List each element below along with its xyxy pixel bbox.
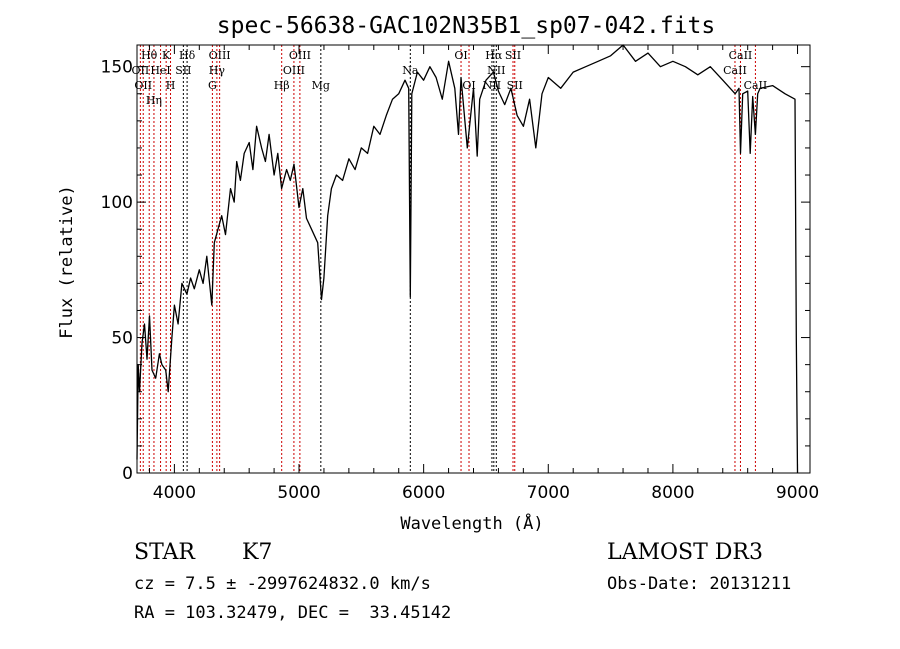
y-axis-label: Flux (relative) — [57, 185, 77, 339]
spectral-line-label-20: Hα — [485, 49, 503, 62]
spectral-line-label-9: G — [208, 79, 217, 92]
spectral-line-label-23: SII — [507, 79, 523, 92]
x-tick-label-1: 5000 — [277, 483, 320, 503]
redshift-text: cz = 7.5 ± -2997624832.0 km/s — [134, 574, 431, 594]
chart-title: spec-56638-GAC102N35B1_sp07-042.fits — [217, 13, 716, 39]
spectral-line-label-18: OI — [462, 79, 475, 92]
survey-label: LAMOST DR3 — [607, 540, 763, 565]
spectral-line-label-15: Mg — [312, 79, 330, 92]
spectral-line-label-25: CaII — [729, 49, 753, 62]
spectral-line-label-5: K — [162, 49, 171, 62]
x-tick-label-3: 7000 — [527, 483, 570, 503]
spectral-line-label-14: OIII — [289, 49, 311, 62]
obs-date-text: Obs-Date: 20131211 — [607, 574, 792, 594]
y-tick-label-1: 50 — [111, 329, 133, 349]
x-tick-label-4: 8000 — [651, 483, 694, 503]
x-tick-label-5: 9000 — [776, 483, 819, 503]
x-tick-label-2: 6000 — [402, 483, 445, 503]
y-tick-label-3: 150 — [101, 58, 133, 78]
spectral-line-label-17: OI — [454, 49, 467, 62]
spectral-line-label-4: HeI — [150, 64, 170, 77]
spectral-line-label-1: OII — [134, 79, 152, 92]
spectral-line-label-2: Hθ — [141, 49, 158, 62]
spectral-line-label-12: Hβ — [274, 79, 290, 92]
x-tick-label-0: 4000 — [153, 483, 196, 503]
axes: 4000 5000 6000 7000 8000 9000 0 50 100 150 — [101, 45, 819, 503]
series — [136, 44, 799, 474]
object-class: STAR — [134, 540, 195, 565]
spectral-line-label-22: SII — [505, 49, 521, 62]
y-tick-label-0: 0 — [122, 464, 133, 484]
object-subclass: K7 — [242, 540, 273, 565]
spectral-line-label-0: OII — [132, 64, 150, 77]
coordinates-text: RA = 103.32479, DEC = 33.45142 — [134, 603, 452, 623]
spectral-line-label-26: CaII — [744, 79, 768, 92]
spectral-line-label-7: SII — [175, 64, 191, 77]
spectral-line-label-16: Na — [402, 64, 419, 77]
x-axis-label: Wavelength (Å) — [400, 512, 543, 534]
spectral-line-label-3: Hη — [146, 94, 162, 107]
spectral-line-label-13: OIII — [283, 64, 305, 77]
spectral-line-label-8: Hδ — [179, 49, 196, 62]
y-tick-label-2: 100 — [101, 193, 133, 213]
plot-frame — [136, 44, 811, 474]
spectral-line-label-24: CaII — [723, 64, 747, 77]
spectral-line-label-6: H — [166, 79, 176, 92]
spectrum-line — [136, 44, 799, 474]
spectral-line-label-11: OIII — [209, 49, 231, 62]
spectral-line-label-10: Hγ — [209, 64, 226, 77]
